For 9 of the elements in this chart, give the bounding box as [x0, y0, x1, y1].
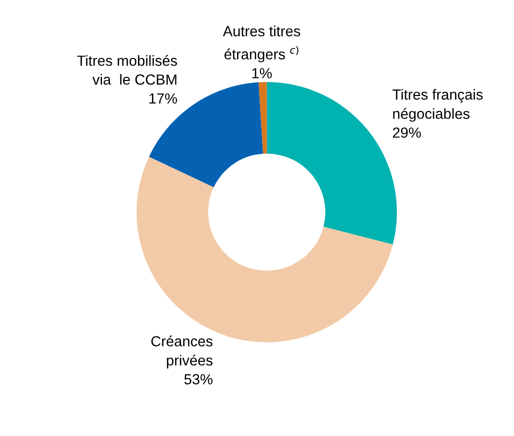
data-label: 53% [184, 374, 212, 384]
donut-slice [258, 82, 267, 154]
data-label: 17% [149, 93, 178, 104]
slice-label: Autres titres étrangers $^{c)}$ [222, 26, 300, 62]
slice-label: Créances privées [151, 336, 212, 368]
data-label: 1% [252, 68, 272, 78]
data-label: 29% [392, 127, 421, 138]
slice-label: Titres français négociables [392, 89, 483, 122]
slice-label: Titres mobilisés via le CCBM [77, 54, 178, 85]
